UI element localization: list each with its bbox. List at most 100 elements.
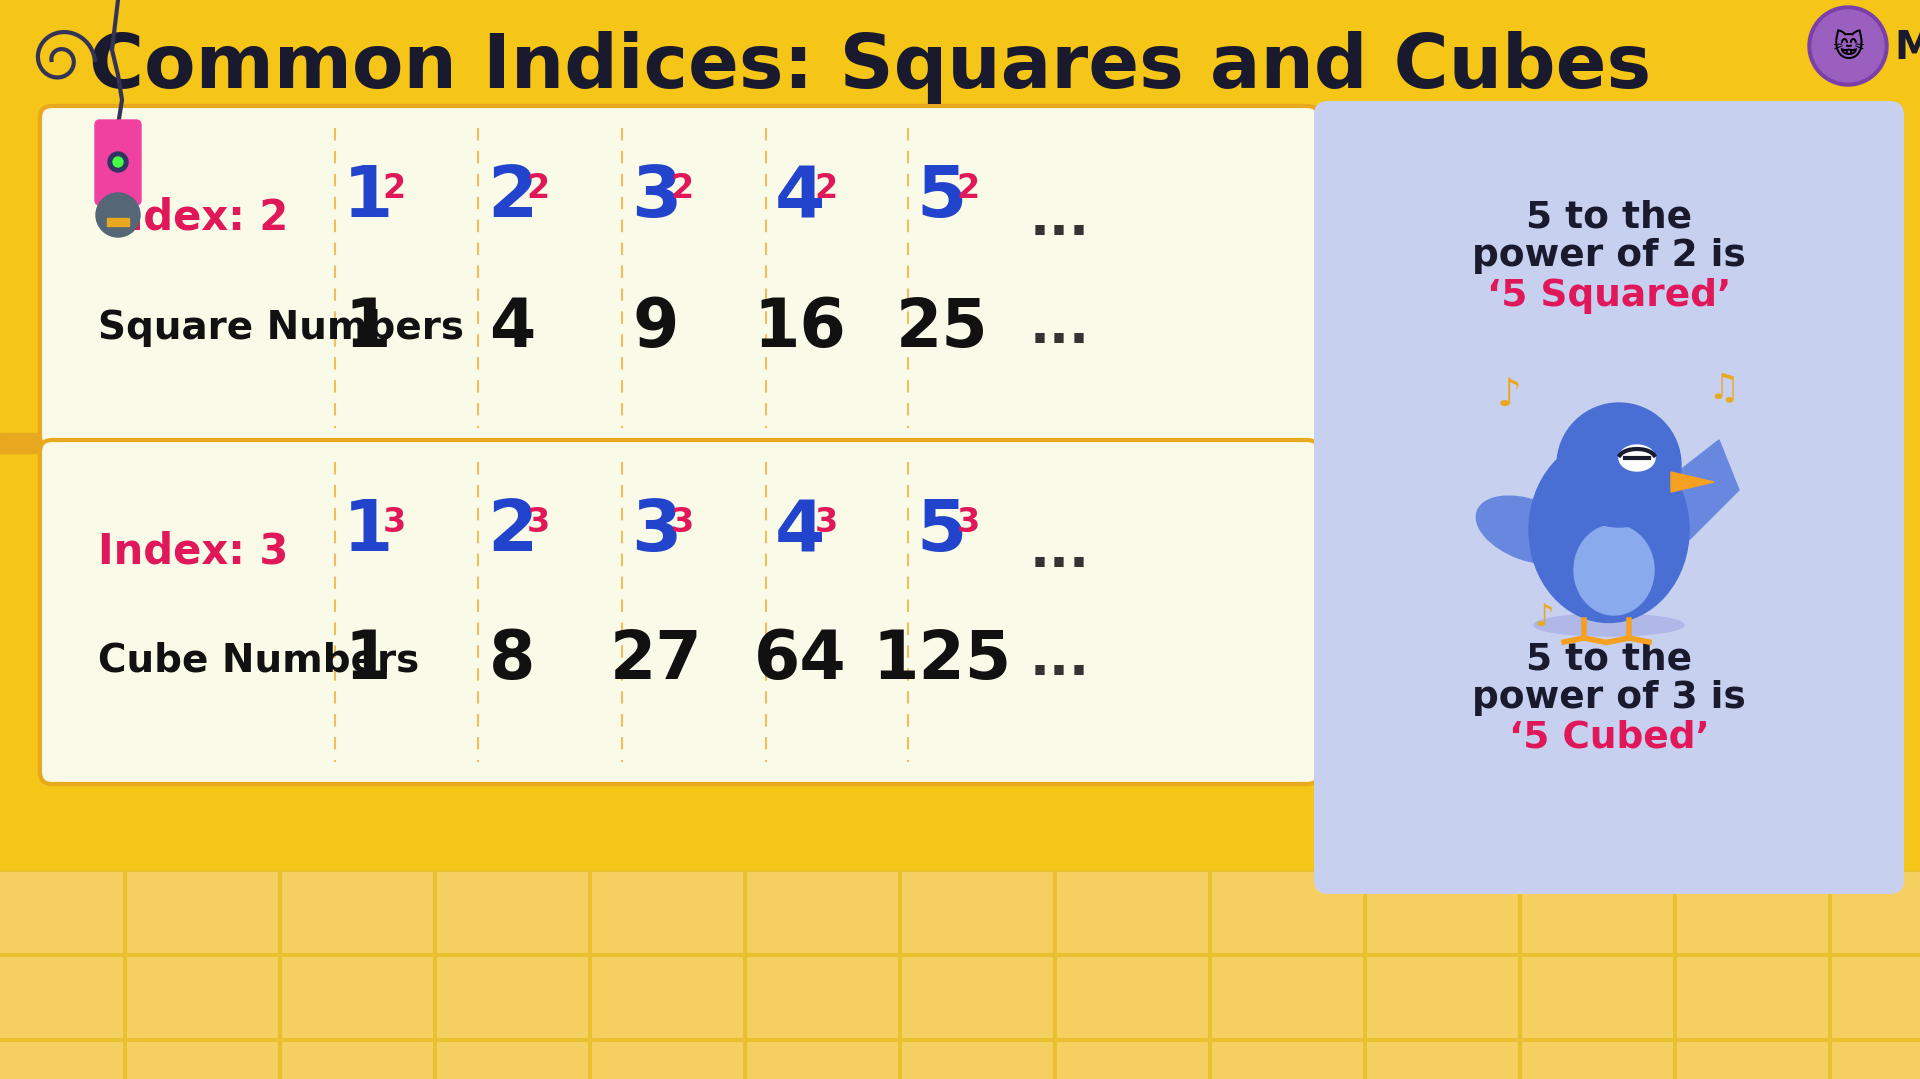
- Text: Maths Angel: Maths Angel: [1895, 29, 1920, 67]
- Text: Common Indices: Squares and Cubes: Common Indices: Squares and Cubes: [88, 31, 1651, 105]
- FancyBboxPatch shape: [1832, 956, 1920, 1039]
- Text: 25: 25: [897, 295, 989, 361]
- FancyBboxPatch shape: [1521, 1041, 1674, 1079]
- FancyBboxPatch shape: [1365, 956, 1519, 1039]
- Text: 5 to the: 5 to the: [1526, 642, 1692, 678]
- FancyBboxPatch shape: [127, 1041, 278, 1079]
- Circle shape: [1809, 6, 1887, 86]
- Text: 3: 3: [382, 505, 405, 538]
- Bar: [0, 433, 1340, 453]
- Ellipse shape: [1619, 445, 1655, 472]
- Text: 3: 3: [632, 163, 682, 232]
- Text: ‘5 Squared’: ‘5 Squared’: [1486, 278, 1732, 314]
- Text: ♪: ♪: [1496, 375, 1521, 414]
- Circle shape: [1557, 402, 1682, 527]
- Text: 5 to the: 5 to the: [1526, 200, 1692, 236]
- FancyBboxPatch shape: [1056, 871, 1210, 954]
- FancyBboxPatch shape: [0, 871, 125, 954]
- Text: ♫: ♫: [1707, 371, 1740, 405]
- Text: 3: 3: [632, 497, 682, 566]
- Text: 9: 9: [634, 295, 680, 361]
- Text: ...: ...: [1029, 194, 1091, 246]
- Text: 3: 3: [956, 505, 979, 538]
- FancyBboxPatch shape: [747, 871, 899, 954]
- Text: 2: 2: [956, 172, 979, 205]
- FancyBboxPatch shape: [591, 1041, 745, 1079]
- Circle shape: [1812, 10, 1884, 82]
- FancyBboxPatch shape: [280, 871, 434, 954]
- FancyBboxPatch shape: [591, 871, 745, 954]
- Text: 1: 1: [346, 295, 392, 361]
- Bar: [0, 0, 1920, 115]
- FancyBboxPatch shape: [436, 956, 589, 1039]
- FancyBboxPatch shape: [1832, 871, 1920, 954]
- Text: 2: 2: [488, 497, 538, 566]
- FancyBboxPatch shape: [40, 440, 1319, 784]
- Circle shape: [108, 152, 129, 172]
- FancyBboxPatch shape: [747, 956, 899, 1039]
- FancyBboxPatch shape: [900, 871, 1054, 954]
- Text: 2: 2: [382, 172, 405, 205]
- Text: ...: ...: [1029, 525, 1091, 578]
- FancyBboxPatch shape: [1056, 956, 1210, 1039]
- Ellipse shape: [1534, 614, 1684, 636]
- Text: 😸: 😸: [1832, 33, 1864, 63]
- FancyBboxPatch shape: [1056, 1041, 1210, 1079]
- FancyBboxPatch shape: [1365, 871, 1519, 954]
- Text: Cube Numbers: Cube Numbers: [98, 641, 419, 679]
- FancyBboxPatch shape: [280, 956, 434, 1039]
- Text: 27: 27: [611, 627, 703, 693]
- Text: 8: 8: [490, 627, 536, 693]
- Text: Index: 2: Index: 2: [98, 197, 288, 240]
- Text: 5: 5: [918, 163, 968, 232]
- Text: ...: ...: [1029, 302, 1091, 354]
- FancyBboxPatch shape: [436, 1041, 589, 1079]
- FancyBboxPatch shape: [1676, 956, 1830, 1039]
- Text: 4: 4: [776, 497, 826, 566]
- FancyBboxPatch shape: [127, 956, 278, 1039]
- FancyBboxPatch shape: [1521, 956, 1674, 1039]
- FancyBboxPatch shape: [40, 106, 1319, 448]
- FancyBboxPatch shape: [1212, 871, 1363, 954]
- FancyBboxPatch shape: [747, 1041, 899, 1079]
- FancyBboxPatch shape: [1676, 871, 1830, 954]
- Text: Index: 3: Index: 3: [98, 531, 288, 573]
- Text: 4: 4: [776, 163, 826, 232]
- Text: 1: 1: [346, 627, 392, 693]
- Text: 3: 3: [526, 505, 549, 538]
- Text: ♪: ♪: [1534, 603, 1553, 632]
- FancyBboxPatch shape: [591, 956, 745, 1039]
- FancyBboxPatch shape: [436, 871, 589, 954]
- FancyBboxPatch shape: [280, 1041, 434, 1079]
- Text: Square Numbers: Square Numbers: [98, 309, 465, 347]
- Text: power of 2 is: power of 2 is: [1473, 238, 1745, 274]
- FancyBboxPatch shape: [127, 871, 278, 954]
- Polygon shape: [1670, 472, 1715, 492]
- Ellipse shape: [1574, 525, 1653, 615]
- Text: 2: 2: [814, 172, 837, 205]
- FancyBboxPatch shape: [108, 218, 129, 226]
- Text: 1: 1: [344, 497, 394, 566]
- FancyBboxPatch shape: [1313, 101, 1905, 894]
- FancyBboxPatch shape: [94, 120, 140, 205]
- Text: 5: 5: [918, 497, 968, 566]
- FancyBboxPatch shape: [0, 1041, 125, 1079]
- FancyBboxPatch shape: [900, 956, 1054, 1039]
- Circle shape: [113, 158, 123, 167]
- Ellipse shape: [1528, 437, 1690, 623]
- FancyBboxPatch shape: [900, 1041, 1054, 1079]
- Text: 2: 2: [488, 163, 538, 232]
- Text: 16: 16: [753, 295, 847, 361]
- Text: ‘5 Cubed’: ‘5 Cubed’: [1509, 720, 1709, 756]
- Circle shape: [96, 193, 140, 237]
- FancyBboxPatch shape: [0, 956, 125, 1039]
- Text: power of 3 is: power of 3 is: [1473, 680, 1745, 716]
- Text: 3: 3: [670, 505, 693, 538]
- Text: 4: 4: [490, 295, 536, 361]
- FancyBboxPatch shape: [1521, 871, 1674, 954]
- FancyBboxPatch shape: [1212, 956, 1363, 1039]
- Text: 2: 2: [526, 172, 549, 205]
- Ellipse shape: [1476, 496, 1582, 564]
- FancyBboxPatch shape: [1212, 1041, 1363, 1079]
- Text: 64: 64: [755, 627, 847, 693]
